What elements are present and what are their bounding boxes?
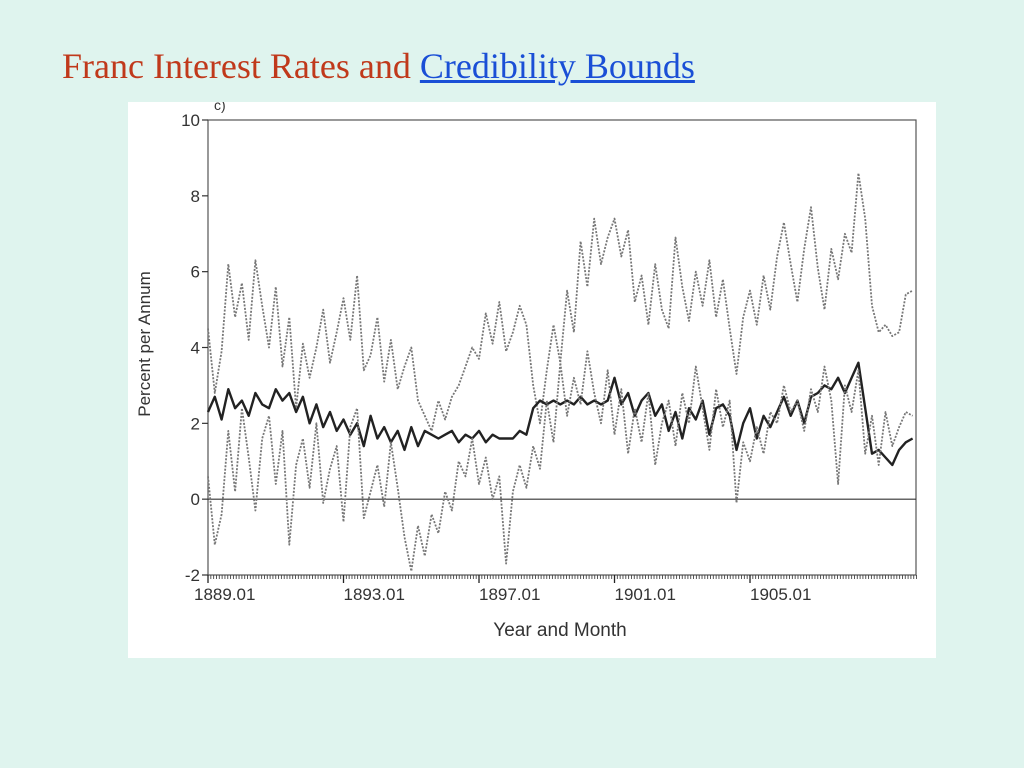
x-tick-label-0: 1889.01 <box>194 585 255 604</box>
x-tick-label-2: 1897.01 <box>479 585 540 604</box>
series-line-dotted-lower <box>207 350 914 573</box>
y-tick-label-2: 2 <box>191 414 200 433</box>
panel-label: c) <box>214 102 226 113</box>
x-axis-label: Year and Month <box>493 620 626 641</box>
series-line-solid-middle <box>206 361 914 467</box>
y-tick-label-0: -2 <box>185 566 200 585</box>
y-tick-label-5: 8 <box>191 187 200 206</box>
title-text: Franc Interest Rates and <box>62 46 420 86</box>
y-axis-label: Percent per Annum <box>135 271 154 417</box>
credibility-bounds-link[interactable]: Credibility Bounds <box>419 46 695 86</box>
x-tick-label-4: 1905.01 <box>750 585 811 604</box>
y-tick-label-6: 10 <box>181 111 200 130</box>
series-line-dotted-upper <box>207 172 914 432</box>
axes-layer: -2 0 2 4 6 8 10 1889.01 1893.01 1897.01 1901.01 190… <box>181 111 918 604</box>
x-tick-label-3: 1901.01 <box>615 585 676 604</box>
chart-svg: -2 0 2 4 6 8 10 1889.01 1893.01 1897.01 1901.01 190… <box>135 102 918 641</box>
chart-figure: -2 0 2 4 6 8 10 1889.01 1893.01 1897.01 1901.01 190… <box>128 102 936 658</box>
y-tick-label-4: 6 <box>191 263 200 282</box>
y-tick-label-1: 0 <box>191 490 200 509</box>
y-tick-label-3: 4 <box>191 339 200 358</box>
slide-title: Franc Interest Rates and Credibility Bou… <box>62 42 695 90</box>
x-tick-label-1: 1893.01 <box>344 585 405 604</box>
series-layer <box>206 172 914 573</box>
